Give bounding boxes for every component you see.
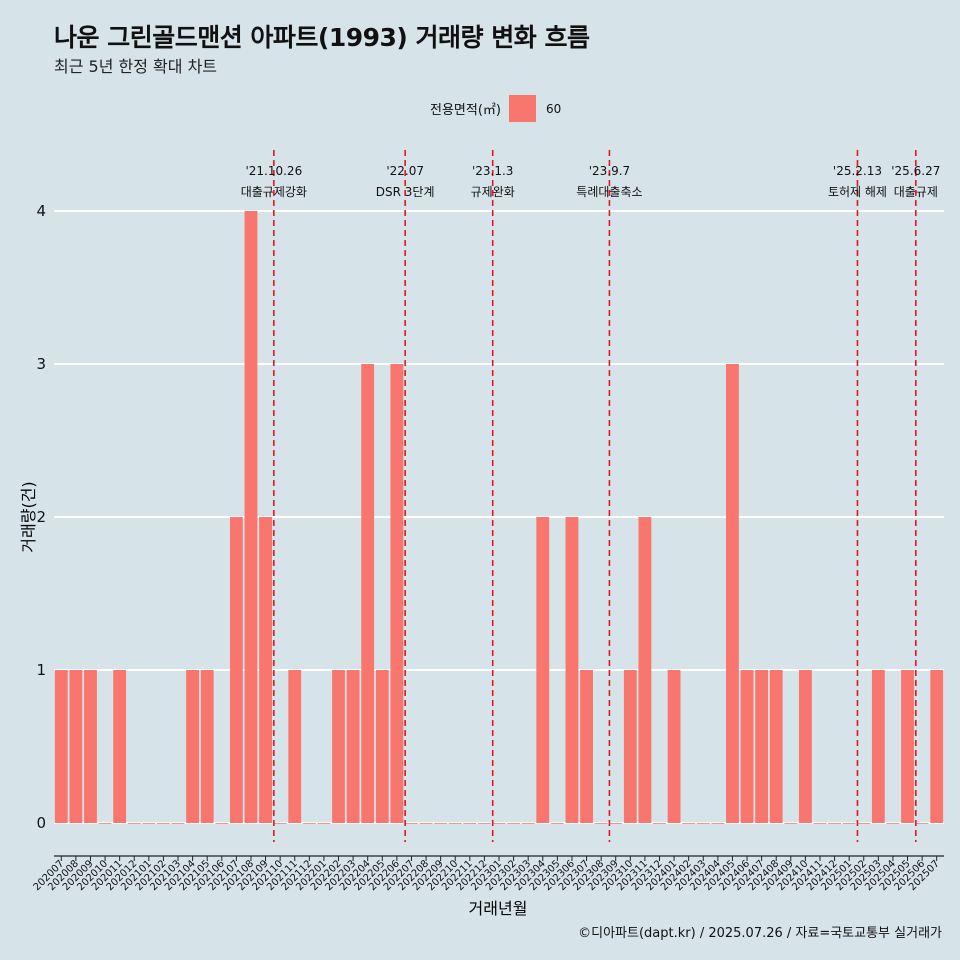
bar bbox=[157, 823, 170, 824]
annotation-date: '23.1.3 bbox=[472, 164, 513, 178]
bar bbox=[302, 823, 316, 824]
bar bbox=[332, 670, 345, 823]
bar bbox=[69, 670, 83, 823]
bar bbox=[755, 670, 769, 823]
bar bbox=[521, 823, 535, 824]
chart-subtitle: 최근 5년 한정 확대 차트 bbox=[54, 57, 218, 76]
bar bbox=[550, 823, 564, 824]
bar bbox=[200, 670, 214, 823]
bar bbox=[580, 670, 593, 823]
bar bbox=[186, 670, 200, 823]
bar bbox=[215, 823, 229, 824]
bar bbox=[638, 517, 652, 823]
bar bbox=[229, 517, 243, 823]
bar bbox=[565, 517, 579, 823]
annotation-date: '22.07 bbox=[386, 164, 424, 178]
annotation-date: '23.9.7 bbox=[589, 164, 630, 178]
annotation-date: '25.2.13 bbox=[833, 164, 882, 178]
bar bbox=[259, 517, 272, 823]
bar bbox=[54, 670, 68, 823]
annotation-label: 토허제 해제 bbox=[828, 185, 887, 199]
legend-swatch bbox=[508, 95, 536, 122]
bar bbox=[288, 670, 302, 823]
bar bbox=[915, 823, 929, 824]
bar bbox=[244, 211, 258, 823]
bar bbox=[98, 823, 112, 824]
bar bbox=[930, 670, 944, 823]
bar bbox=[448, 823, 462, 824]
y-axis-title: 거래량(건) bbox=[19, 481, 38, 552]
annotation-label: DSR 3단계 bbox=[376, 185, 435, 199]
bar bbox=[390, 364, 404, 823]
bar bbox=[507, 823, 521, 824]
bar bbox=[813, 823, 827, 824]
bar bbox=[317, 823, 331, 824]
bar bbox=[871, 670, 885, 823]
bar bbox=[405, 823, 418, 824]
bar bbox=[594, 823, 608, 824]
bar bbox=[828, 823, 841, 824]
bar bbox=[886, 823, 900, 824]
bar bbox=[492, 823, 506, 824]
bar bbox=[901, 670, 914, 823]
bar bbox=[740, 670, 754, 823]
bar bbox=[609, 823, 623, 824]
y-tick-label: 1 bbox=[36, 661, 46, 679]
bar bbox=[798, 670, 812, 823]
annotation-date: '25.6.27 bbox=[891, 164, 940, 178]
bar bbox=[696, 823, 710, 824]
bar bbox=[784, 823, 798, 824]
bars bbox=[54, 211, 944, 824]
annotation-label: 대출규제 bbox=[894, 185, 938, 199]
bar bbox=[653, 823, 666, 824]
bar bbox=[463, 823, 477, 824]
bar bbox=[434, 823, 448, 824]
annotation-date: '21.10.26 bbox=[245, 164, 302, 178]
legend-entry-label: 60 bbox=[545, 101, 562, 116]
axes: 2020072020082020092020102020112020122021… bbox=[32, 855, 944, 893]
bar bbox=[667, 670, 681, 823]
bar bbox=[682, 823, 696, 824]
y-tick-label: 0 bbox=[36, 814, 46, 832]
bar bbox=[273, 823, 287, 824]
legend-title: 전용면적(㎡) bbox=[430, 103, 501, 118]
legend: 전용면적(㎡) 60 bbox=[430, 95, 561, 122]
bar bbox=[346, 670, 360, 823]
annotations: '21.10.26 대출규제강화 '22.07 DSR 3단계 '23.1.3 규제완화 '… bbox=[241, 150, 940, 842]
bar bbox=[623, 670, 637, 823]
bar bbox=[477, 823, 491, 824]
bar bbox=[84, 670, 97, 823]
x-axis-title: 거래년월 bbox=[469, 899, 528, 918]
bar bbox=[769, 670, 783, 823]
bar bbox=[375, 670, 389, 823]
annotation-label: 대출규제강화 bbox=[241, 185, 307, 199]
y-tick-label: 4 bbox=[36, 202, 46, 220]
bar bbox=[127, 823, 141, 824]
bar bbox=[171, 823, 185, 824]
source-caption: ©디아파트(dapt.kr) / 2025.07.26 / 자료=국토교통부 실… bbox=[578, 926, 942, 941]
annotation-label: 규제완화 bbox=[471, 185, 515, 199]
bar bbox=[726, 364, 739, 823]
bar bbox=[842, 823, 856, 824]
bar bbox=[142, 823, 156, 824]
bar bbox=[536, 517, 550, 823]
bar bbox=[361, 364, 375, 823]
bar bbox=[113, 670, 127, 823]
bar bbox=[857, 823, 871, 824]
y-tick-label: 3 bbox=[36, 355, 46, 373]
y-tick-label: 2 bbox=[36, 508, 46, 526]
chart-title: 나운 그린골드맨션 아파트(1993) 거래량 변화 흐름 bbox=[54, 23, 590, 52]
annotation-label: 특례대출축소 bbox=[576, 185, 642, 199]
bar bbox=[419, 823, 433, 824]
bar bbox=[711, 823, 725, 824]
